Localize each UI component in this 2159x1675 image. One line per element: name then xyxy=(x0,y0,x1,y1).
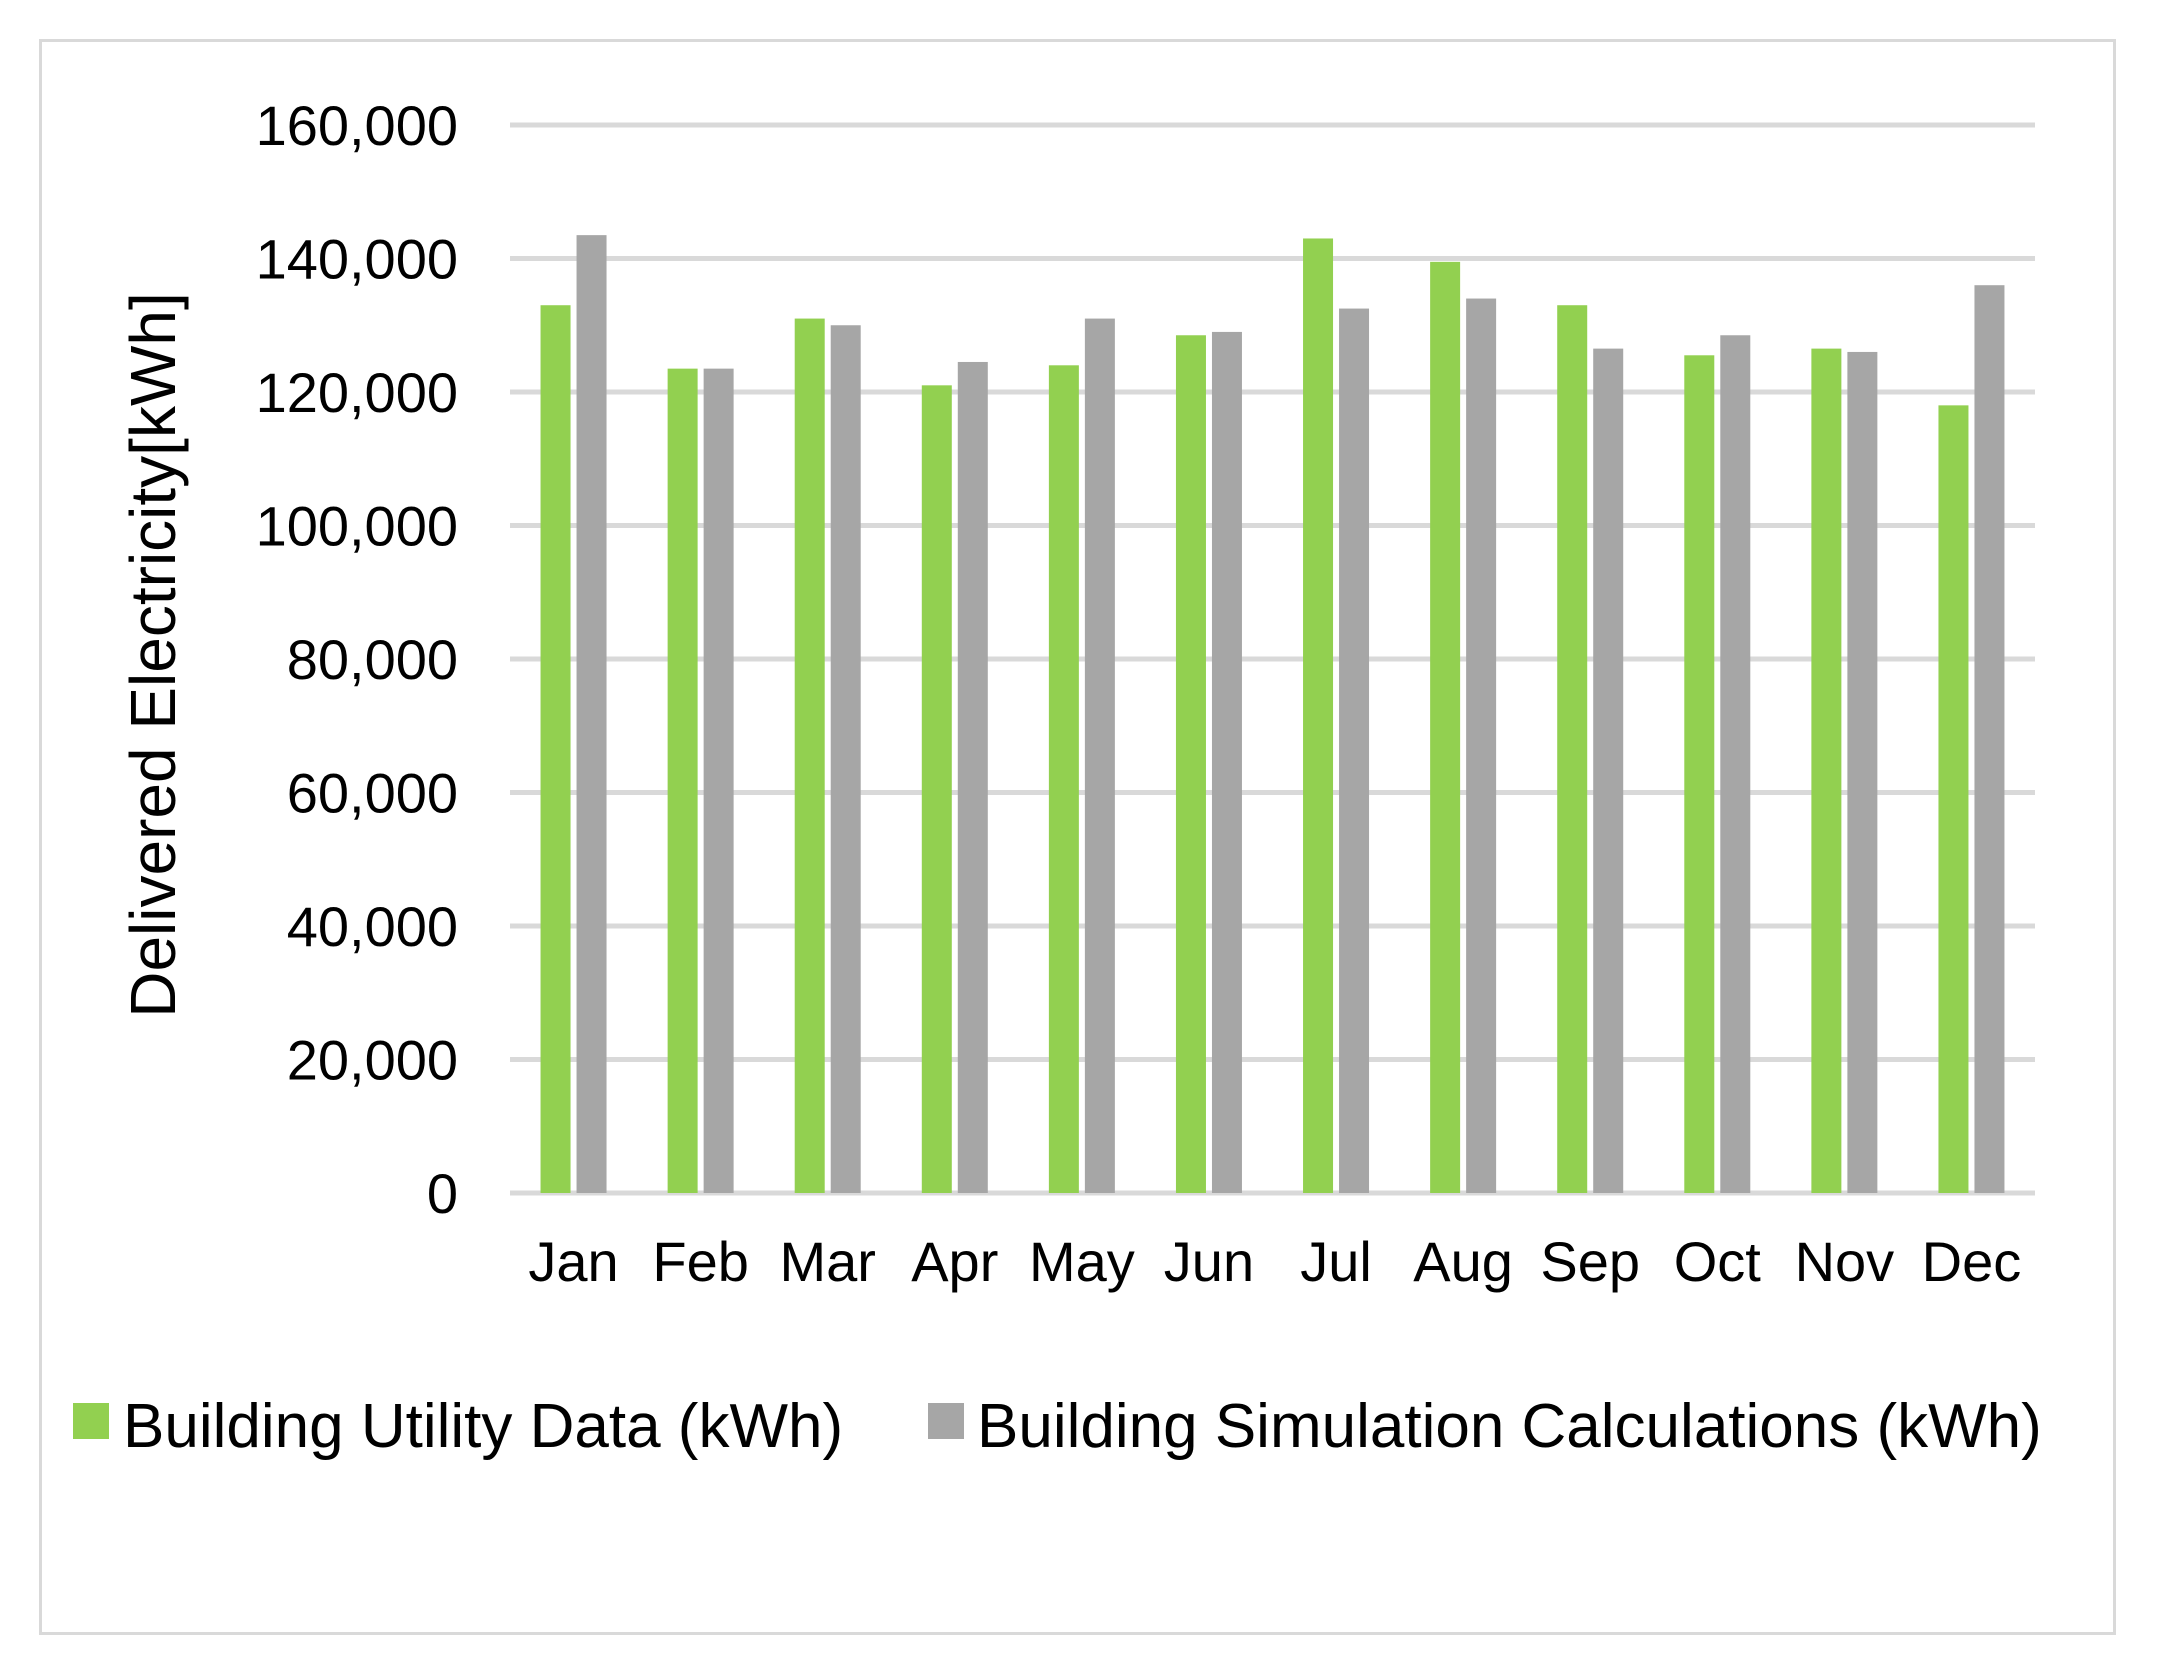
bar-simulation-dec xyxy=(1974,285,2005,1193)
x-tick-label: Sep xyxy=(1540,1230,1640,1293)
y-tick-label: 100,000 xyxy=(256,495,458,558)
bar-utility-jan xyxy=(540,305,571,1194)
bar-utility-sep xyxy=(1557,305,1588,1194)
y-tick-label: 140,000 xyxy=(256,228,458,291)
y-tick-label: 40,000 xyxy=(287,895,458,958)
x-tick-label: Aug xyxy=(1413,1230,1513,1293)
legend: Building Utility Data (kWh) Building Simu… xyxy=(73,1392,2042,1461)
x-tick-label: Jul xyxy=(1300,1230,1372,1293)
y-tick-label: 20,000 xyxy=(287,1029,458,1092)
y-axis-label: Delivered Electricity[kWh] xyxy=(117,292,189,1018)
legend-swatch-utility xyxy=(73,1403,109,1439)
legend-label-utility: Building Utility Data (kWh) xyxy=(123,1392,843,1461)
bar-simulation-jul xyxy=(1339,308,1370,1193)
x-tick-label: Jan xyxy=(528,1230,618,1293)
bar-utility-may xyxy=(1048,365,1079,1193)
bars xyxy=(540,235,2005,1194)
y-tick-label: 0 xyxy=(427,1162,458,1225)
x-tick-label: Nov xyxy=(1795,1230,1895,1293)
y-tick-label: 80,000 xyxy=(287,628,458,691)
bar-simulation-feb xyxy=(703,368,734,1193)
bar-utility-oct xyxy=(1684,355,1715,1194)
x-tick-label: May xyxy=(1029,1230,1135,1293)
bar-simulation-jun xyxy=(1211,331,1242,1193)
bar-simulation-oct xyxy=(1720,335,1751,1193)
y-tick-label: 60,000 xyxy=(287,762,458,825)
bar-simulation-apr xyxy=(957,361,988,1193)
bar-utility-apr xyxy=(921,385,952,1193)
bar-utility-jul xyxy=(1303,238,1334,1194)
bar-simulation-aug xyxy=(1466,298,1497,1193)
bar-utility-dec xyxy=(1938,405,1969,1194)
x-tick-label: Mar xyxy=(779,1230,875,1293)
x-tick-label: Oct xyxy=(1674,1230,1762,1293)
x-tick-label: Feb xyxy=(652,1230,749,1293)
legend-label-simulation: Building Simulation Calculations (kWh) xyxy=(977,1392,2042,1461)
bar-utility-feb xyxy=(667,368,698,1193)
x-tick-label: Apr xyxy=(911,1230,998,1293)
y-tick-label: 120,000 xyxy=(256,361,458,424)
bar-utility-aug xyxy=(1430,261,1461,1193)
bar-simulation-sep xyxy=(1593,348,1624,1193)
bar-simulation-may xyxy=(1084,318,1115,1193)
bar-simulation-jan xyxy=(576,235,607,1193)
y-axis-ticks: 0 20,000 40,000 60,000 80,000 100,000 120,000 1… xyxy=(256,94,458,1225)
bar-utility-nov xyxy=(1811,348,1842,1193)
x-axis-ticks: Jan Feb Mar Apr May Jun Jul Aug Sep Oct Nov Dec xyxy=(528,1230,2021,1293)
bar-simulation-mar xyxy=(830,325,861,1193)
bar-utility-mar xyxy=(794,318,825,1193)
y-tick-label: 160,000 xyxy=(256,94,458,157)
x-tick-label: Jun xyxy=(1164,1230,1254,1293)
legend-swatch-simulation xyxy=(928,1403,964,1439)
bar-utility-jun xyxy=(1175,335,1206,1193)
gridlines xyxy=(510,122,2035,1196)
bar-simulation-nov xyxy=(1847,351,1878,1193)
x-tick-label: Dec xyxy=(1922,1230,2022,1293)
